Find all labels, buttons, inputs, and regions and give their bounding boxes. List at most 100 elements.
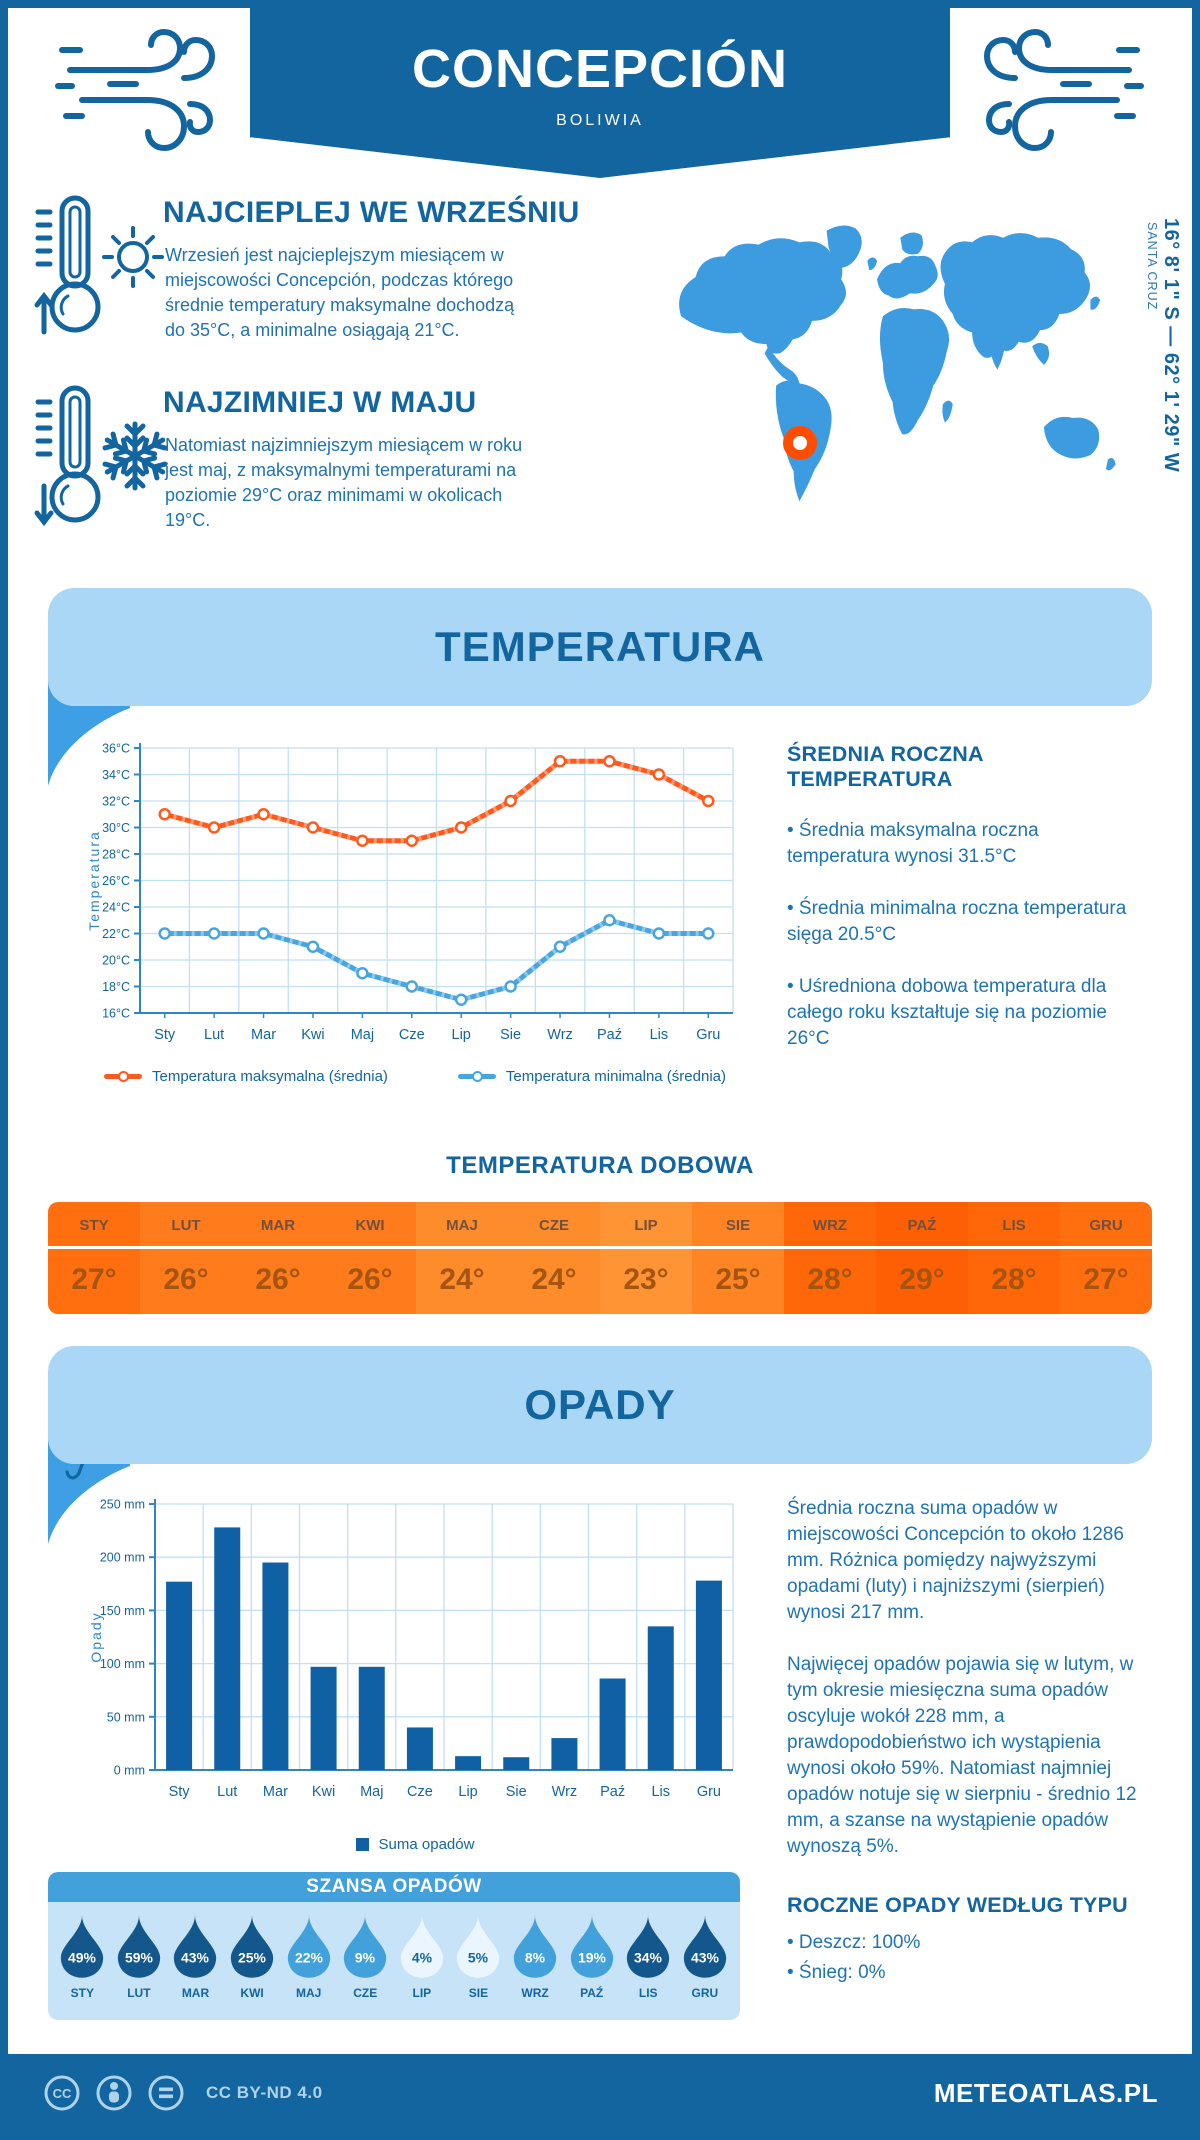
site-brand: METEOATLAS.PL xyxy=(933,2077,1158,2108)
precipitation-section-title: OPADY xyxy=(524,1381,676,1428)
data-point-marker xyxy=(454,993,468,1006)
data-point-marker xyxy=(257,927,270,940)
data-point-marker xyxy=(207,927,221,940)
chance-value: 25% xyxy=(238,1949,267,1965)
snowflake-icon xyxy=(102,421,168,491)
annual-temp-bullet: • Uśredniona dobowa temperatura dla całe… xyxy=(787,976,1108,1049)
by-type-bullet: • Śnieg: 0% xyxy=(787,1962,886,1983)
daily-temp-cell: WRZ 28° xyxy=(784,1202,876,1314)
droplet-shape xyxy=(570,1915,613,1978)
temperature-legend: Temperatura maksymalna (średnia) Tempera… xyxy=(85,1068,745,1085)
chance-droplet-cell: 34% LIS xyxy=(620,1912,677,2020)
warmest-text: Wrzesień jest najcieplejszym miesiącem w… xyxy=(165,245,515,340)
data-point-marker xyxy=(652,927,666,940)
data-point-marker xyxy=(504,794,517,808)
chance-month: STY xyxy=(70,1986,94,2000)
precip-bar xyxy=(310,1666,337,1770)
daily-temperature-table: STY 27° LUT 26° MAR 26° KWI 26° MAJ 24° CZE 24° LIP 2… xyxy=(48,1202,1152,1314)
droplet-shape xyxy=(683,1915,726,1978)
x-tick-label: Cze xyxy=(399,1027,425,1043)
chance-month: LIS xyxy=(638,1986,658,2000)
page-title: CONCEPCIÓN xyxy=(411,39,789,99)
svg-text:CC: CC xyxy=(53,2086,72,2101)
chance-value: 9% xyxy=(355,1949,376,1965)
daily-temp-value: 28° xyxy=(991,1263,1037,1296)
chance-droplets: 49% STY 59% LUT 43% MAR 25% KWI 22% MAJ 9% CZE 4% LIP… xyxy=(48,1902,740,2020)
daily-temp-value: 24° xyxy=(439,1263,485,1296)
data-point-marker xyxy=(405,834,419,847)
daily-temp-month: PAŹ xyxy=(876,1202,968,1249)
legend-item-sum: Suma opadów xyxy=(355,1836,474,1853)
y-tick-label: 0 mm xyxy=(114,1764,145,1778)
droplet-icon: 5% xyxy=(457,1915,500,1978)
legend-item-max: Temperatura maksymalna (średnia) xyxy=(103,1068,388,1085)
chance-value: 43% xyxy=(691,1949,720,1965)
droplet-icon: 34% xyxy=(627,1915,670,1978)
chance-droplet-cell: 43% MAR xyxy=(167,1912,224,2020)
data-point-marker xyxy=(257,808,270,821)
droplet-icon: 59% xyxy=(117,1915,161,1978)
wind-icon xyxy=(983,28,1144,152)
x-tick-label: Wrz xyxy=(552,1784,578,1800)
x-tick-label: Lut xyxy=(204,1027,224,1043)
data-point-marker xyxy=(207,821,221,834)
daily-temp-month: STY xyxy=(48,1202,140,1249)
daily-temp-value: 24° xyxy=(531,1263,577,1296)
warmest-heading: NAJCIEPLEJ WE WRZEŚNIU xyxy=(163,196,580,229)
droplet-shape xyxy=(117,1915,161,1978)
chance-month: SIE xyxy=(468,1986,489,2000)
world-map xyxy=(679,225,1116,502)
daily-temp-cell: LUT 26° xyxy=(140,1202,232,1314)
legend-label: Temperatura maksymalna (średnia) xyxy=(151,1068,388,1085)
data-point-marker xyxy=(652,768,666,781)
max-line-swatch xyxy=(103,1071,142,1082)
daily-temp-cell: LIS 28° xyxy=(968,1202,1060,1314)
chance-month: LUT xyxy=(127,1986,151,2000)
daily-temp-month: GRU xyxy=(1060,1202,1152,1249)
daily-temp-cell: MAJ 24° xyxy=(416,1202,508,1314)
y-tick-label: 18°C xyxy=(102,980,130,994)
y-tick-label: 150 mm xyxy=(100,1604,145,1618)
y-tick-label: 16°C xyxy=(102,1007,130,1021)
y-tick-label: 26°C xyxy=(102,874,130,888)
chance-value: 49% xyxy=(68,1949,97,1965)
x-tick-label: Maj xyxy=(351,1027,374,1043)
license-badges: CC CC BY-ND 4.0 xyxy=(42,2073,323,2113)
x-tick-label: Lut xyxy=(217,1784,237,1800)
x-tick-label: Sie xyxy=(500,1027,521,1043)
chance-month: WRZ xyxy=(521,1986,549,2000)
precip-paragraph: Najwięcej opadów pojawia się w lutym, w … xyxy=(787,1654,1137,1857)
daily-temp-month: LUT xyxy=(140,1202,232,1249)
bar-swatch xyxy=(355,1838,369,1851)
droplet-shape xyxy=(344,1915,387,1978)
droplet-icon: 9% xyxy=(344,1915,387,1978)
temp-max-line xyxy=(164,758,710,844)
y-axis-title: Temperatura xyxy=(86,830,102,931)
daily-temp-cell: SIE 25° xyxy=(692,1202,784,1314)
daily-temp-value: 25° xyxy=(715,1263,761,1296)
droplet-icon: 43% xyxy=(174,1915,217,1978)
daily-temp-month: LIS xyxy=(968,1202,1060,1249)
precip-bar xyxy=(647,1626,674,1770)
chance-value: 4% xyxy=(412,1949,433,1965)
location-info: 16° 8' 1" S — 62° 1' 29" W SANTA CRUZ xyxy=(1145,218,1182,518)
chance-value: 5% xyxy=(468,1949,489,1965)
x-tick-label: Lip xyxy=(452,1027,471,1043)
droplet-shape xyxy=(400,1915,444,1978)
daily-temp-cell: STY 27° xyxy=(48,1202,140,1314)
x-tick-label: Lis xyxy=(650,1027,669,1043)
thermometer-up-icon xyxy=(34,195,101,335)
daily-temp-month: SIE xyxy=(692,1202,784,1249)
line-texture xyxy=(164,917,709,1003)
droplet-shape xyxy=(457,1915,500,1978)
droplet-icon: 19% xyxy=(570,1915,613,1978)
data-point-marker xyxy=(356,967,369,980)
precipitation-chance-box: SZANSA OPADÓW 49% STY 59% LUT 43% MAR 25% KWI 22… xyxy=(48,1872,740,2020)
daily-temp-month: MAJ xyxy=(416,1202,508,1249)
min-line-swatch xyxy=(457,1071,496,1082)
droplet-icon: 4% xyxy=(400,1915,444,1978)
data-point-marker xyxy=(356,834,369,847)
daily-temp-value: 26° xyxy=(163,1263,209,1296)
y-tick-label: 36°C xyxy=(102,742,130,756)
